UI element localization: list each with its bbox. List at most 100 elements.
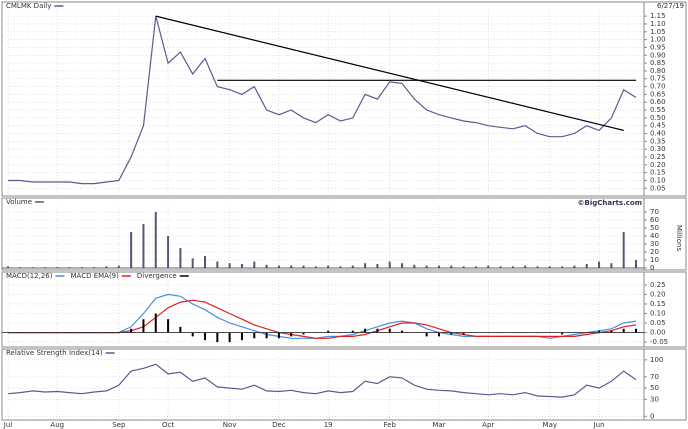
y-tick-label: 0.45 (650, 122, 666, 130)
y-axis-label: Millions (675, 225, 683, 252)
bar (253, 332, 256, 339)
bar (462, 266, 465, 268)
legend-label: MACD(12,26) (6, 272, 53, 280)
panel-frame (1, 197, 687, 271)
bar (191, 332, 194, 337)
y-tick-label: 0.20 (650, 161, 666, 169)
y-tick-label: 0.20 (650, 290, 666, 298)
bar (117, 265, 120, 268)
y-tick-label: 0.95 (650, 43, 666, 51)
bar (610, 330, 613, 333)
y-tick-label: 0.00 (650, 329, 666, 337)
bar (437, 265, 440, 268)
bar (130, 328, 133, 333)
source: ©BigCharts.com (578, 199, 642, 207)
x-tick-label: Feb (384, 421, 397, 429)
bar (573, 265, 576, 268)
bar (7, 266, 9, 268)
bar (561, 332, 564, 335)
bar (635, 328, 637, 333)
series-line (8, 15, 637, 185)
y-tick-label: 0.85 (650, 59, 666, 67)
bar (462, 332, 465, 335)
bar (228, 332, 231, 343)
y-tick-label: 0.55 (650, 106, 666, 114)
y-tick-label: 60 (650, 216, 659, 224)
y-tick-label: -0.05 (650, 338, 668, 346)
series-line (7, 363, 637, 398)
y-tick-label: 0.70 (650, 83, 666, 91)
y-tick-label: 20 (650, 248, 659, 256)
bar (253, 261, 256, 268)
y-tick-label: 0.30 (650, 145, 666, 153)
y-tick-label: 0 (650, 412, 654, 420)
y-tick-label: 0.05 (650, 319, 666, 327)
bar (302, 265, 305, 268)
bar (450, 265, 453, 268)
bar (511, 266, 514, 268)
x-tick-label: Jul (3, 421, 13, 429)
bar (290, 265, 293, 268)
bar (327, 265, 330, 268)
y-tick-label: 100 (650, 356, 663, 364)
bar (277, 332, 280, 339)
y-tick-label: 0.65 (650, 90, 666, 98)
bar (216, 332, 219, 343)
bar (536, 266, 539, 268)
bar (524, 265, 527, 268)
bar (635, 260, 637, 268)
bar (216, 261, 219, 268)
x-tick-label: Oct (162, 421, 174, 429)
x-tick-label: 19 (324, 421, 333, 429)
y-tick-label: 50 (650, 224, 659, 232)
y-tick-label: 30 (650, 395, 659, 403)
panel-frame (1, 348, 687, 421)
y-tick-label: 0.90 (650, 51, 666, 59)
bar (130, 232, 133, 268)
legend-label: Divergence (137, 272, 177, 280)
legend-label: MACD EMA(9) (70, 272, 119, 280)
legend-label: CMLMK Daily (6, 2, 51, 10)
bar (401, 263, 404, 268)
bar (598, 261, 601, 268)
x-tick-label: Aug (50, 421, 64, 429)
y-tick-label: 0.40 (650, 130, 666, 138)
bar (240, 264, 243, 268)
y-tick-label: 70 (650, 373, 659, 381)
bar (179, 248, 182, 268)
bar (376, 264, 379, 268)
bar (290, 332, 293, 337)
legend-label: Volume (6, 198, 32, 206)
y-tick-label: 30 (650, 240, 659, 248)
trend-line (155, 15, 624, 131)
bar (561, 266, 564, 268)
y-tick-label: 0.05 (650, 184, 666, 192)
bar (265, 264, 268, 268)
bar (610, 263, 613, 268)
x-tick-label: May (543, 421, 557, 429)
bar (474, 266, 477, 268)
bar (425, 265, 428, 268)
chart-date: 6/27/19 (657, 2, 684, 10)
bar (364, 263, 367, 268)
y-tick-label: 0.15 (650, 300, 666, 308)
y-tick-label: 1.05 (650, 28, 666, 36)
y-tick-label: 1.10 (650, 20, 666, 28)
bar (204, 332, 207, 341)
y-tick-label: 10 (650, 256, 659, 264)
bar (388, 328, 391, 333)
y-tick-label: 1.00 (650, 36, 666, 44)
bar (154, 313, 157, 333)
bar (364, 328, 367, 333)
x-tick-label: Dec (272, 421, 286, 429)
x-tick-label: Sep (112, 421, 126, 429)
x-tick-label: Jun (593, 421, 605, 429)
y-tick-label: 0.75 (650, 75, 666, 83)
bar (265, 332, 268, 339)
bar (499, 266, 502, 268)
bar (154, 212, 157, 268)
bar (351, 330, 354, 333)
y-tick-label: 0.35 (650, 137, 666, 145)
bar (413, 264, 416, 268)
